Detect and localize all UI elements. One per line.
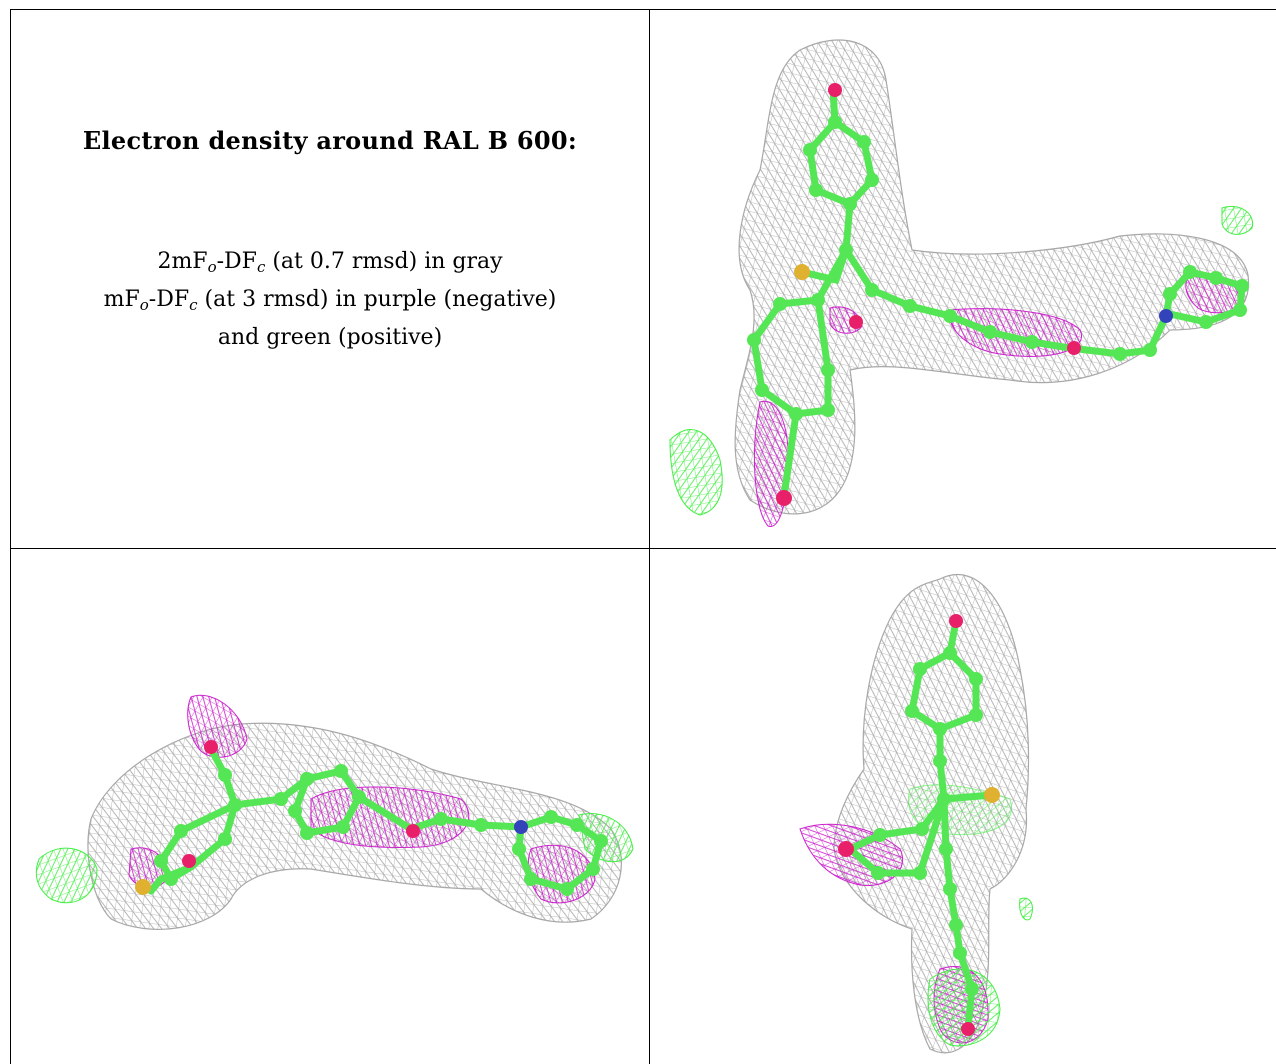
caption-description: 2mFo-DFc (at 0.7 rmsd) in gray mFo-DFc (… [11,243,649,357]
density-render-bottom-left [35,694,634,930]
density-mesh-positive [35,847,98,904]
caption-title: Electron density around RAL B 600: [82,126,578,155]
ligand-atoms [747,83,1249,506]
density-mesh-positive [927,968,1001,1047]
border-top [10,9,1276,10]
density-view-bottom-left [11,549,649,1064]
divider-vertical [649,9,650,1064]
caption-cell: Electron density around RAL B 600: 2mFo-… [11,10,649,548]
density-render-bottom-right [799,573,1033,1054]
ligand-atoms [838,614,1000,1036]
density-render-top-right [669,39,1254,527]
caption-line-2fofc: 2mFo-DFc (at 0.7 rmsd) in gray [157,249,503,276]
figure-grid: Electron density around RAL B 600: 2mFo-… [10,9,1276,1064]
border-left [10,9,11,1064]
density-mesh-positive [669,429,723,516]
density-mesh-2fofc [734,39,1250,515]
divider-horizontal [10,548,1276,549]
ligand-atoms [135,740,608,896]
caption-line-fofc: mFo-DFc (at 3 rmsd) in purple (negative) [103,287,557,314]
density-view-bottom-right [650,549,1276,1064]
density-view-top-right [650,10,1276,548]
caption-line-positive: and green (positive) [217,325,443,350]
